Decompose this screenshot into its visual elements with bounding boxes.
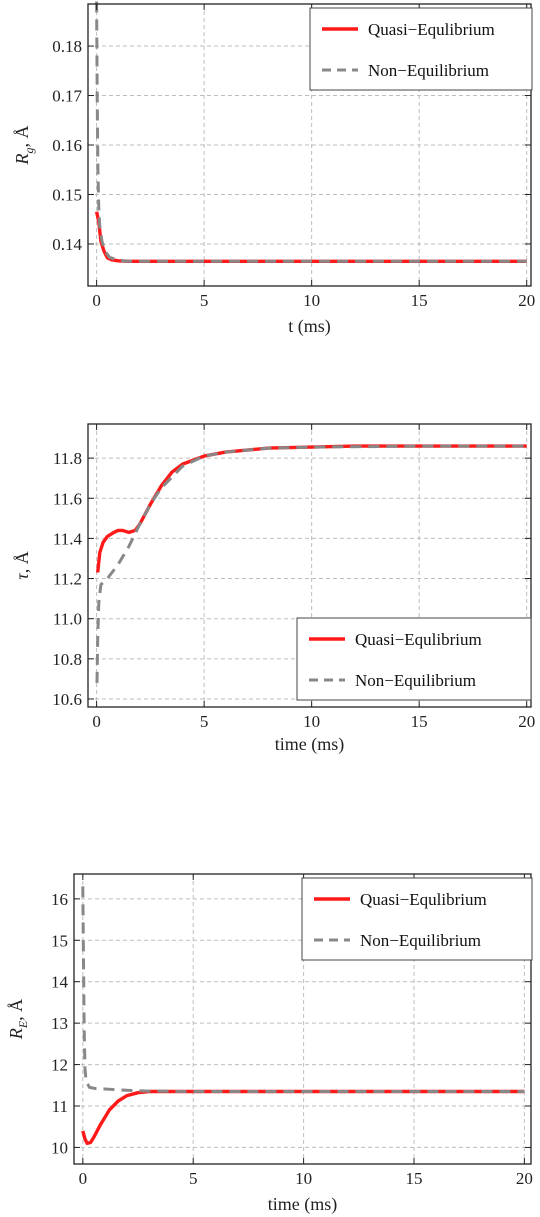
chart3-legend-label-2: Non−Equilibrium [360,931,481,950]
chart2-x-tick-label: 10 [303,712,320,731]
chart2-x-tick-label: 15 [411,712,428,731]
chart3-legend-label-1: Quasi−Equlibrium [360,890,487,909]
chart2-y-tick-label: 11.2 [53,570,82,589]
chart3-x-tick-label: 15 [405,1169,422,1188]
chart1-y-tick-label: 0.16 [52,136,82,155]
chart2-legend-label-1: Quasi−Equlibrium [355,630,482,649]
chart2-y-tick-label: 10.8 [52,650,82,669]
chart3-y-tick-label: 13 [51,1014,68,1033]
chart2-y-tick-label: 10.6 [52,690,82,709]
chart1-x-tick-label: 10 [303,291,320,310]
chart1-y-tick-label: 0.17 [52,87,82,106]
chart3-y-tick-label: 16 [51,890,68,909]
chart2-x-axis-title: time (ms) [275,734,345,755]
chart1-x-tick-label: 5 [200,291,209,310]
chart1-y-tick-label: 0.15 [52,185,82,204]
chart2-y-tick-label: 11.6 [53,489,82,508]
re-chart: 0 5 10 15 20 10 11 12 13 14 15 16 time (ms) RE, Å Quas… [0,862,540,1217]
chart3-y-tick-label: 10 [51,1138,68,1157]
chart3-x-tick-label: 0 [79,1169,88,1188]
chart3-x-tick-label: 5 [189,1169,198,1188]
chart3-y-tick-label: 11 [52,1097,68,1116]
chart3-y-tick-label: 14 [51,973,69,992]
chart2-series-quasi-equilibrium [98,446,527,572]
chart-panel-re: 0 5 10 15 20 10 11 12 13 14 15 16 time (ms) RE, Å Quas… [0,862,540,1217]
chart1-x-tick-label: 20 [518,291,535,310]
chart1-legend: Quasi−Equlibrium Non−Equilibrium [310,8,532,90]
chart3-legend: Quasi−Equlibrium Non−Equilibrium [302,878,532,960]
chart3-y-axis-title: RE, Å [6,999,30,1040]
chart1-y-tick-label: 0.18 [52,37,82,56]
chart3-y-tick-label: 12 [51,1056,68,1075]
chart2-legend: Quasi−Equlibrium Non−Equilibrium [297,618,531,700]
tau-chart: 0 5 10 15 20 10.6 10.8 11.0 11.2 11.4 11.6 11.8 time… [0,410,540,760]
rg-chart: 0 5 10 15 20 0.14 0.15 0.16 0.17 0.18 t (ms) Rg, Å Q… [0,0,540,350]
chart1-y-axis-title: Rg, Å [12,126,36,166]
chart1-y-tick-label: 0.14 [52,235,82,254]
chart2-x-tick-label: 5 [200,712,209,731]
chart3-x-tick-label: 10 [295,1169,312,1188]
chart2-x-tick-label: 0 [92,712,101,731]
chart1-legend-label-2: Non−Equilibrium [368,61,489,80]
chart2-y-tick-label: 11.0 [53,610,82,629]
chart1-x-axis-title: t (ms) [288,316,331,337]
chart2-x-tick-label: 20 [518,712,535,731]
chart-panel-rg: 0 5 10 15 20 0.14 0.15 0.16 0.17 0.18 t (ms) Rg, Å Q… [0,0,540,350]
chart1-x-tick-label: 0 [92,291,101,310]
chart2-y-tick-label: 11.8 [53,449,82,468]
chart3-y-tick-label: 15 [51,931,68,950]
chart1-x-tick-label: 15 [411,291,428,310]
chart2-y-tick-label: 11.4 [53,529,83,548]
chart3-x-axis-title: time (ms) [268,1194,338,1215]
chart2-y-axis-title: τ, Å [12,551,32,579]
chart2-legend-label-2: Non−Equilibrium [355,671,476,690]
chart-panel-tau: 0 5 10 15 20 10.6 10.8 11.0 11.2 11.4 11.6 11.8 time… [0,410,540,760]
chart1-legend-label-1: Quasi−Equlibrium [368,20,495,39]
chart3-x-tick-label: 20 [516,1169,533,1188]
